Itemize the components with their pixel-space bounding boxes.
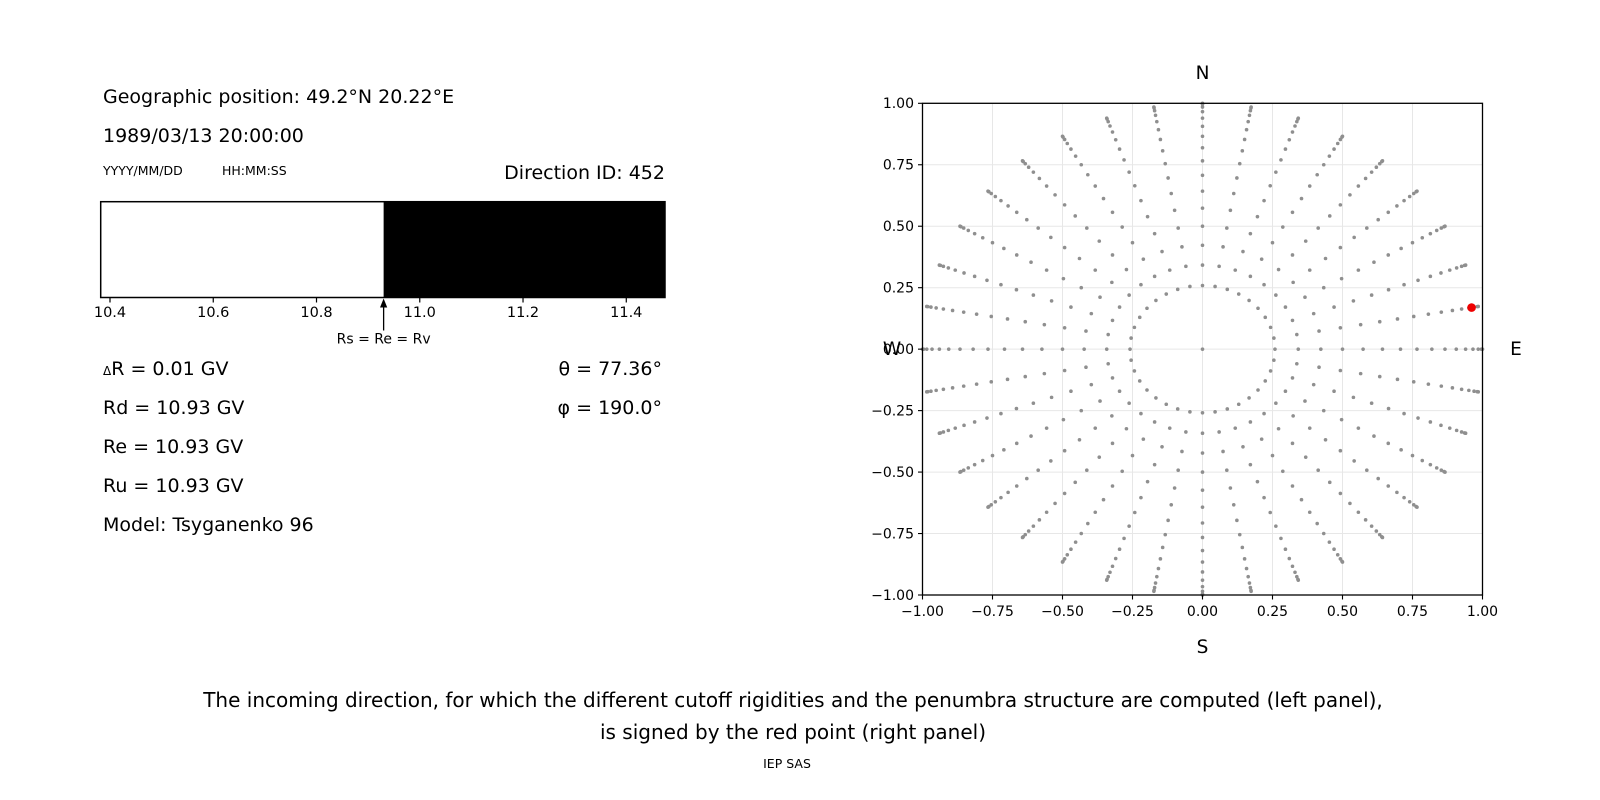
grid-lines (922, 103, 1483, 595)
re-text: Re = 10.93 GV (103, 436, 244, 458)
y-axis: 1.00 0.75 0.50 0.25 0.00 −0.25 −0.50 −0.75 −1.00 (871, 96, 923, 604)
x-tick-label: −1.00 (901, 604, 944, 620)
x-tick-label: 0.75 (1397, 604, 1428, 620)
theta-value: = 77.36° (570, 358, 662, 380)
phi-symbol: φ (557, 397, 571, 419)
compass-east-label: E (1510, 339, 1522, 360)
penumbra-x-axis: 10.4 10.6 10.8 11.0 11.2 11.4 (94, 297, 642, 321)
rd-text: Rd = 10.93 GV (103, 397, 245, 419)
x-tick-label: 11.0 (404, 305, 436, 321)
delta-r-text: ΔR = 0.01 GV (103, 358, 228, 380)
y-tick-label: −0.25 (871, 403, 914, 419)
compass-south-label: S (1197, 637, 1209, 658)
phi-text: φ = 190.0° (462, 397, 662, 419)
gray-direction-points (920, 101, 1485, 597)
y-tick-label: −0.75 (871, 526, 914, 542)
x-tick-label: 10.8 (300, 305, 332, 321)
credit-text: IEP SAS (763, 756, 811, 771)
penumbra-segment (100, 201, 384, 298)
penumbra-segments (100, 201, 665, 298)
delta-symbol: Δ (103, 364, 112, 378)
cutoff-arrow-label: Rs = Re = Rv (337, 332, 431, 348)
caption-line-2: is signed by the red point (right panel) (599, 720, 987, 744)
penumbra-box (99, 200, 666, 299)
phi-value: = 190.0° (570, 397, 662, 419)
y-tick-label: −0.50 (871, 465, 914, 481)
x-tick-label: 10.4 (94, 305, 126, 321)
x-axis: −1.00 −0.75 −0.50 −0.25 0.00 0.25 0.50 0.75 1.00 (901, 595, 1498, 620)
y-tick-label: 0.25 (883, 280, 914, 296)
y-tick-label: 0.50 (883, 219, 914, 235)
x-tick-label: 0.00 (1187, 604, 1218, 620)
y-tick-label: 0.75 (883, 158, 914, 174)
x-tick-label: 11.4 (610, 305, 642, 321)
geographic-position-text: Geographic position: 49.2°N 20.22°E (103, 86, 455, 108)
date-format-label: YYYY/MM/DD (103, 163, 183, 178)
x-tick-label: 1.00 (1467, 604, 1498, 620)
penumbra-segment (383, 201, 665, 298)
x-tick-label: 11.2 (507, 305, 539, 321)
selected-direction-red-point (1467, 303, 1476, 312)
y-tick-label: 0.00 (883, 342, 914, 358)
caption-line-1: The incoming direction, for which the di… (203, 688, 1383, 712)
datetime-text: 1989/03/13 20:00:00 (103, 125, 304, 147)
x-tick-label: −0.25 (1111, 604, 1154, 620)
delta-r-value: R = 0.01 GV (111, 358, 229, 380)
x-tick-label: 0.25 (1257, 604, 1288, 620)
time-format-label: HH:MM:SS (222, 163, 287, 178)
incoming-direction-plot: −1.00 −0.75 −0.50 −0.25 0.00 0.25 0.50 0.75 1.00… (871, 63, 1522, 658)
direction-id-text: Direction ID: 452 (504, 162, 665, 184)
x-tick-label: −0.50 (1041, 604, 1084, 620)
x-tick-label: −0.75 (971, 604, 1014, 620)
theta-text: θ = 77.36° (462, 358, 662, 380)
penumbra-bar-chart: 10.4 10.6 10.8 11.0 11.2 11.4 Rs = Re = Rv (94, 200, 666, 348)
y-tick-label: 1.00 (883, 96, 914, 112)
y-tick-label: −1.00 (871, 588, 914, 604)
cutoff-arrow (380, 298, 388, 331)
x-tick-label: 10.6 (197, 305, 229, 321)
theta-symbol: θ (558, 358, 571, 380)
ru-text: Ru = 10.93 GV (103, 475, 244, 497)
model-text: Model: Tsyganenko 96 (103, 514, 314, 536)
compass-north-label: N (1196, 63, 1210, 84)
compass-west-label: W (883, 339, 901, 360)
x-tick-label: 0.50 (1327, 604, 1358, 620)
